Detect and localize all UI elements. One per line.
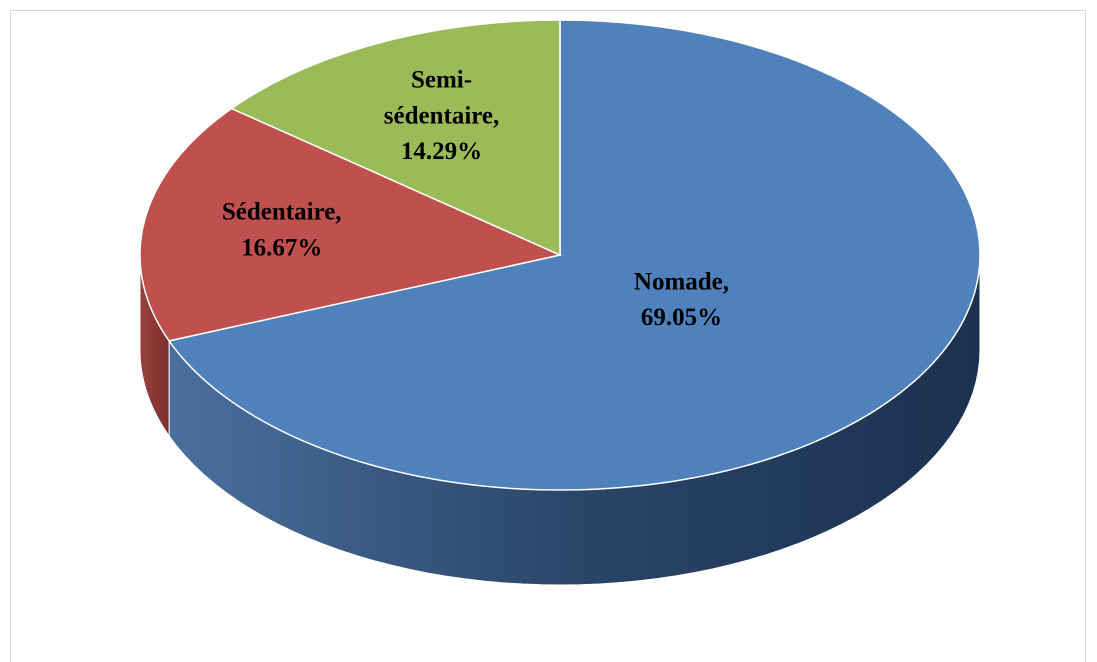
- data-label-line: sédentaire,: [384, 102, 500, 129]
- data-label-name: Semi-sédentaire,: [384, 66, 500, 129]
- data-label-value: 16.67%: [241, 234, 322, 261]
- data-label-line: Nomade,: [634, 268, 729, 295]
- slice: [230, 19, 561, 257]
- data-label-value: 14.29%: [401, 138, 482, 165]
- data-label-name: Sédentaire,: [222, 198, 342, 225]
- slice: [167, 19, 981, 491]
- data-label-line: Semi-: [411, 66, 472, 93]
- data-label-line: Sédentaire,: [222, 198, 342, 225]
- slice: [139, 107, 563, 342]
- frame: [10, 10, 1086, 662]
- data-label-name: Nomade,: [634, 268, 729, 295]
- data-label-value: 69.05%: [641, 304, 722, 331]
